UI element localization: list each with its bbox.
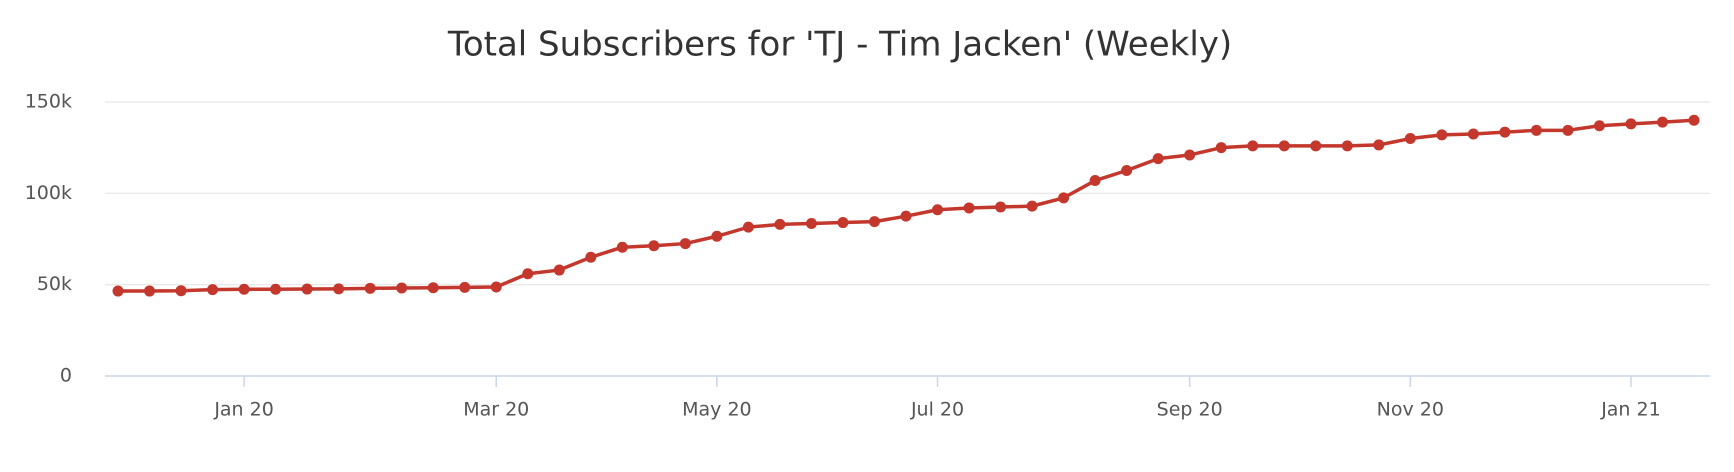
data-point — [238, 283, 250, 295]
data-point — [270, 283, 282, 295]
data-point — [333, 283, 345, 295]
data-point — [1121, 165, 1133, 176]
x-tick-label: Jul 20 — [910, 399, 964, 421]
data-point — [301, 283, 313, 295]
data-point — [1404, 133, 1416, 145]
data-point — [1373, 139, 1385, 151]
x-tick-label: May 20 — [682, 399, 752, 421]
data-point — [1562, 124, 1574, 136]
y-tick-label: 0 — [60, 365, 72, 387]
data-point — [1625, 118, 1637, 130]
chart-title: Total Subscribers for 'TJ - Tim Jacken' … — [447, 25, 1232, 65]
data-point — [774, 218, 786, 230]
data-point — [207, 284, 219, 296]
data-point — [1247, 140, 1259, 152]
data-point — [679, 238, 691, 250]
data-point — [616, 241, 628, 253]
y-tick-label: 50k — [37, 273, 72, 295]
data-point — [1058, 192, 1070, 204]
data-point — [1499, 126, 1511, 138]
data-point — [1688, 114, 1700, 126]
data-point — [742, 221, 754, 233]
data-point — [175, 285, 187, 297]
y-tick-label: 100k — [25, 182, 72, 204]
data-point — [1089, 175, 1101, 187]
data-point — [868, 216, 880, 228]
data-point — [648, 240, 660, 252]
data-point — [711, 230, 723, 242]
data-point — [1530, 124, 1542, 136]
data-point — [805, 217, 817, 229]
data-point — [112, 285, 124, 297]
data-point — [1278, 140, 1290, 152]
data-point — [427, 282, 439, 294]
data-point — [900, 210, 912, 222]
y-tick-label: 150k — [25, 91, 72, 113]
data-point — [585, 251, 597, 263]
data-point — [1341, 140, 1353, 152]
data-point — [553, 264, 565, 276]
data-point — [364, 282, 376, 294]
data-point — [1184, 149, 1196, 161]
data-point — [963, 202, 975, 214]
data-point — [522, 268, 534, 280]
data-point — [1656, 116, 1668, 128]
data-point — [396, 282, 408, 294]
data-point — [1593, 120, 1605, 132]
data-point — [1026, 200, 1038, 212]
data-point — [837, 217, 849, 229]
x-tick-label: Jan 21 — [1600, 399, 1661, 421]
data-point — [1215, 142, 1227, 154]
x-tick-label: Sep 20 — [1157, 399, 1223, 421]
data-point — [490, 281, 502, 293]
x-tick-label: Nov 20 — [1377, 399, 1444, 421]
data-point — [932, 204, 944, 216]
data-point — [1436, 129, 1448, 141]
data-point — [459, 281, 471, 293]
data-point — [995, 201, 1007, 213]
data-point — [1152, 153, 1164, 165]
data-point — [1310, 140, 1322, 152]
x-tick-label: Mar 20 — [463, 399, 529, 421]
series-line — [118, 118, 1695, 293]
x-tick-label: Jan 20 — [213, 399, 274, 421]
data-point — [144, 285, 156, 297]
data-point — [1467, 128, 1479, 140]
